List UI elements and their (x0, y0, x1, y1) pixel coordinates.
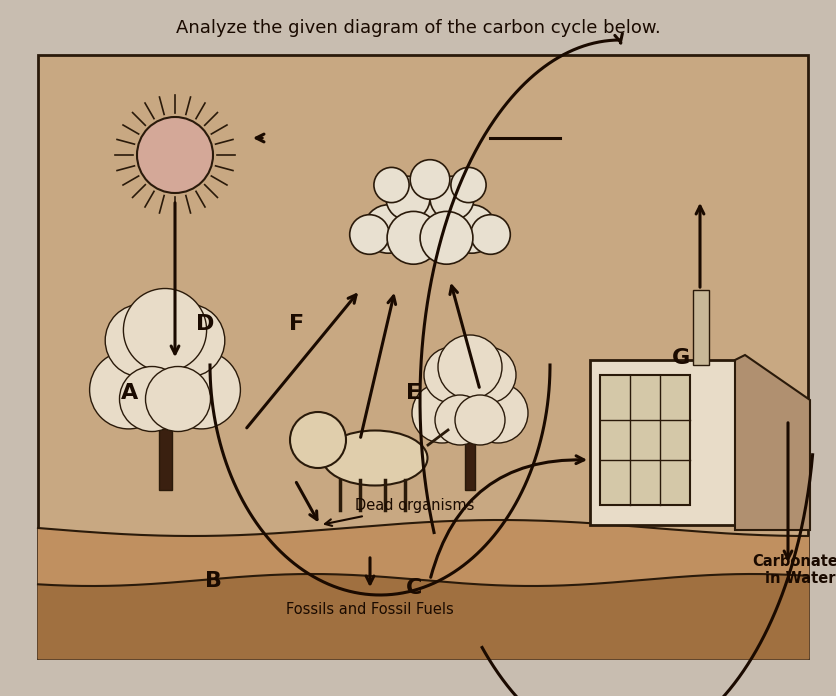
Text: B: B (205, 571, 222, 591)
Circle shape (460, 347, 516, 403)
Text: G: G (672, 349, 691, 368)
Text: Fossils and Fossil Fuels: Fossils and Fossil Fuels (286, 603, 454, 617)
Circle shape (447, 205, 496, 253)
Circle shape (115, 324, 214, 422)
Circle shape (400, 189, 461, 251)
Text: Dead organisms: Dead organisms (325, 498, 474, 526)
Text: C: C (405, 578, 422, 598)
Polygon shape (735, 355, 810, 530)
Circle shape (468, 383, 528, 443)
Circle shape (412, 383, 472, 443)
Text: F: F (289, 314, 304, 333)
Circle shape (410, 159, 450, 199)
Text: Carbonates
in Water: Carbonates in Water (752, 554, 836, 586)
Circle shape (424, 347, 480, 403)
Circle shape (290, 412, 346, 468)
FancyArrowPatch shape (431, 456, 584, 577)
Circle shape (386, 176, 430, 220)
Circle shape (124, 289, 206, 372)
Circle shape (438, 335, 502, 399)
Circle shape (430, 176, 474, 220)
FancyBboxPatch shape (693, 290, 709, 365)
Text: A: A (121, 383, 138, 403)
Circle shape (145, 367, 211, 432)
FancyBboxPatch shape (465, 425, 475, 490)
Circle shape (364, 205, 412, 253)
FancyBboxPatch shape (590, 360, 735, 525)
Text: D: D (196, 314, 214, 333)
Circle shape (349, 214, 390, 254)
Circle shape (374, 168, 409, 203)
Circle shape (137, 117, 213, 193)
Text: Analyze the given diagram of the carbon cycle below.: Analyze the given diagram of the carbon … (176, 19, 660, 37)
Circle shape (435, 395, 485, 445)
Ellipse shape (323, 431, 427, 486)
Circle shape (162, 351, 241, 429)
Circle shape (152, 304, 225, 377)
Circle shape (432, 362, 508, 438)
Circle shape (421, 212, 473, 264)
FancyBboxPatch shape (38, 55, 808, 658)
FancyBboxPatch shape (600, 375, 690, 505)
Circle shape (455, 395, 505, 445)
Circle shape (105, 304, 178, 377)
Circle shape (89, 351, 167, 429)
Text: E: E (406, 383, 421, 403)
Circle shape (451, 168, 486, 203)
Circle shape (120, 367, 185, 432)
Circle shape (387, 212, 440, 264)
FancyBboxPatch shape (159, 406, 171, 490)
Circle shape (471, 214, 510, 254)
